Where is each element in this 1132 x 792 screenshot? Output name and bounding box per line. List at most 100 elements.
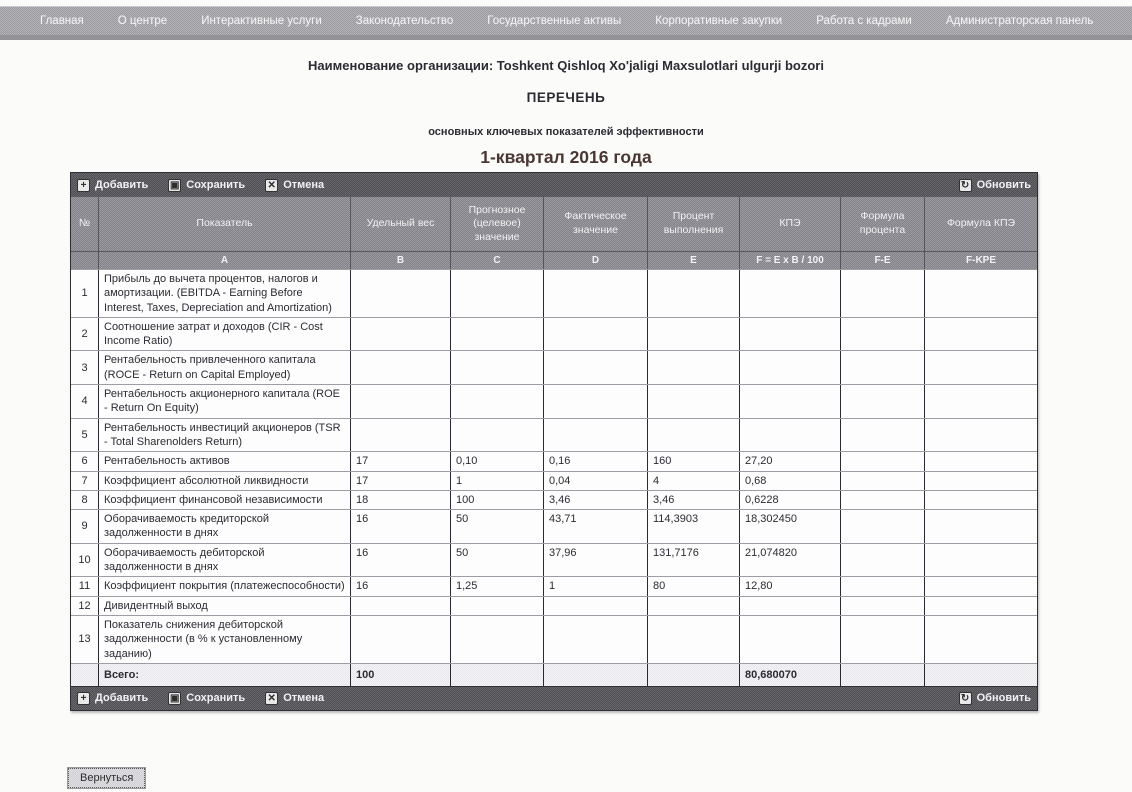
cancel-button-bottom[interactable]: ✕ Отмена [265,691,325,705]
add-button[interactable]: + Добавить [77,178,148,192]
cell-fe [841,418,925,452]
cell-fe [841,510,925,543]
save-button-bottom[interactable]: ▣ Сохранить [168,691,245,705]
cancel-button[interactable]: ✕ Отмена [265,178,325,192]
cell-fkpe [925,544,1037,577]
cell-fe [841,490,925,510]
cell-num: 3 [71,351,99,385]
add-button-bottom[interactable]: + Добавить [77,691,149,705]
cell-fkpe [925,616,1037,663]
cell-e [648,615,740,663]
col-letter-5: E [648,251,740,269]
nav-item-3[interactable]: Законодательство [355,15,454,27]
col-header-1: Показатель [99,197,351,251]
cell-f [740,317,841,351]
refresh-button-bottom[interactable]: ↻ Обновить [958,691,1031,705]
table-row[interactable]: 4 Рентабельность акционерного капитала (R… [71,384,1037,418]
cell-name: Рентабельность акционерного капитала (RO… [99,385,351,418]
cell-d: 43,71 [544,510,648,543]
table-row[interactable]: 2 Соотношение затрат и доходов (CIR - Cos… [71,316,1037,351]
cell-c [451,351,544,385]
col-letter-8: F-KPE [925,251,1037,269]
refresh-icon: ↻ [958,178,972,192]
refresh-button-label: Обновить [976,692,1031,705]
cell-fe [841,351,925,385]
cell-fe [841,385,925,418]
cell-e: 4 [648,471,740,490]
cell-b [351,615,451,663]
cell-c [451,385,544,418]
table-row[interactable]: 3 Рентабельность привлеченного капитала (… [71,350,1037,385]
nav-item-1[interactable]: О центре [117,15,168,27]
cell-f [740,615,841,663]
cell-num: 6 [71,452,99,471]
cell-name: Коэффициент абсолютной ликвидности [99,471,351,490]
col-header-6: КПЭ [740,197,841,251]
col-header-4: Фактическое значение [544,197,648,251]
cell-fkpe [925,270,1037,317]
nav-item-2[interactable]: Интерактивные услуги [201,15,322,27]
cell-num: 4 [71,385,99,418]
col-letter-1: A [99,251,351,269]
cancel-button-label: Отмена [283,179,325,191]
cell-c [451,270,544,317]
save-button-label: Сохранить [186,179,246,191]
save-button[interactable]: ▣ Сохранить [168,178,246,192]
table-row[interactable]: 6 Рентабельность активов 17 0,10 0,16 160 27,2… [71,451,1037,471]
cell-e: 114,3903 [648,510,740,543]
nav-item-0[interactable]: Главная [40,15,84,27]
table-row[interactable]: 13 Показатель снижения дебиторской задолж… [71,614,1037,663]
nav-item-4[interactable]: Государственные активы [487,15,622,27]
cancel-button-label: Отмена [283,692,325,705]
cell-name: Оборачиваемость кредиторской задолженнос… [99,510,351,543]
cell-d: 0,16 [544,452,648,471]
cell-e [648,596,740,615]
cell-f: 0,6228 [740,490,841,510]
cancel-icon: ✕ [265,691,279,705]
cell-num: 12 [71,596,99,615]
cancel-icon: ✕ [265,178,279,192]
nav-item-6[interactable]: Работа с кадрами [816,15,912,27]
cell-f: 18,302450 [740,510,841,543]
add-icon: + [77,178,90,192]
table-row[interactable]: 9 Оборачиваемость кредиторской задолженно… [71,509,1037,543]
col-letter-4: D [544,251,648,269]
table-row[interactable]: 1 Прибыль до вычета процентов, налогов и … [71,269,1037,317]
cell-c [451,418,544,452]
table-toolbar-bottom: + Добавить ▣ Сохранить ✕ Отмена ↻ Обнови… [71,685,1037,710]
cell-b [351,270,451,317]
cell-fe [841,452,925,471]
organization-name: Наименование организации: Toshkent Qishl… [308,58,824,73]
cell-name: Показатель снижения дебиторской задолжен… [99,615,351,663]
cell-fkpe [925,472,1037,490]
table-row[interactable]: 11 Коэффициент покрытия (платежеспособнос… [71,576,1037,596]
cell-fe [841,577,925,596]
table-row[interactable]: 8 Коэффициент финансовой независимости 18 1… [71,489,1037,510]
save-icon: ▣ [168,178,182,192]
refresh-button[interactable]: ↻ Обновить [958,178,1031,192]
cell-e: 160 [648,452,740,471]
nav-item-7[interactable]: Администраторская панель [945,15,1094,27]
cell-fe [841,596,925,615]
nav-item-5[interactable]: Корпоративные закупки [655,15,783,27]
cell-d [544,317,648,351]
cell-f [740,596,841,615]
cell-e: 3,46 [648,490,740,510]
table-row[interactable]: 12 Дивидентный выход [71,595,1037,615]
cell-d: 1 [544,577,648,596]
cell-e [648,317,740,351]
cell-num: 13 [71,615,99,663]
cell-c [451,615,544,663]
table-row[interactable]: 7 Коэффициент абсолютной ликвидности 17 1 0,… [71,470,1037,490]
cell-e [648,351,740,385]
back-button[interactable]: Вернуться [66,767,147,789]
cell-fe [841,270,925,317]
cell-e [648,418,740,452]
cell-num: 5 [71,418,99,452]
document-subtitle: основных ключевых показателей эффективно… [428,126,704,138]
cell-b: 16 [351,577,451,596]
col-header-5: Процент выполнения [648,197,740,251]
add-button-label: Добавить [95,692,149,705]
table-row[interactable]: 10 Оборачиваемость дебиторской задолженно… [71,542,1037,577]
table-row[interactable]: 5 Рентабельность инвестиций акционеров (T… [71,417,1037,452]
